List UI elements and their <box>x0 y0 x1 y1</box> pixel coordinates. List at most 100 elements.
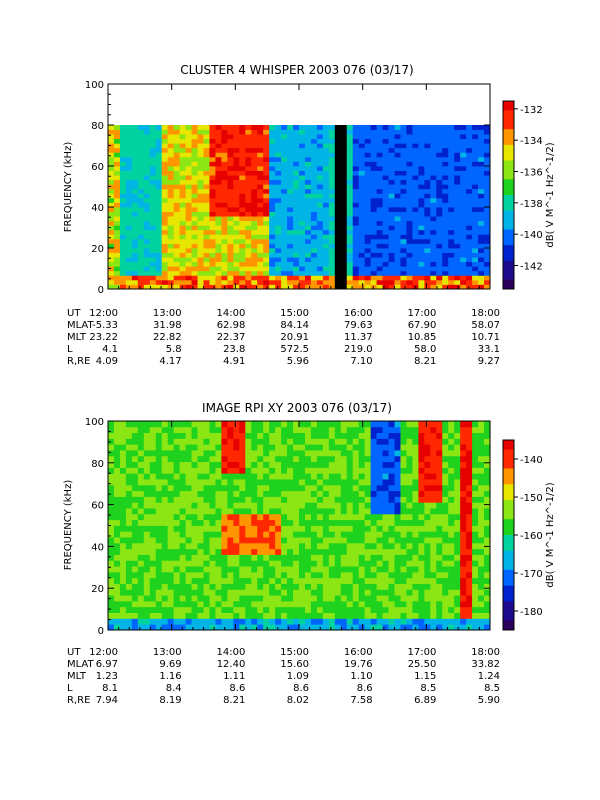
heatmap-cell <box>233 188 240 194</box>
heatmap-cell <box>430 571 437 579</box>
heatmap-cell <box>233 279 240 285</box>
heatmap-cell <box>119 170 127 176</box>
heatmap-cell <box>322 197 330 203</box>
heatmap-cell <box>161 193 169 199</box>
heatmap-cell <box>484 243 491 249</box>
heatmap-cell <box>269 243 276 249</box>
ephemeris-value: 16:00 <box>344 308 373 319</box>
heatmap-cell <box>346 184 354 190</box>
heatmap-cell <box>155 234 163 240</box>
heatmap-cell <box>239 513 246 521</box>
heatmap-cell <box>161 531 169 538</box>
ephemeris-value: 18:00 <box>471 647 500 658</box>
heatmap-cell <box>394 432 401 439</box>
heatmap-cell <box>322 432 330 439</box>
heatmap-cell <box>346 248 354 253</box>
heatmap-cell <box>460 496 467 503</box>
heatmap-cell <box>466 257 473 263</box>
heatmap-cell <box>328 229 336 235</box>
heatmap-cell <box>304 138 312 144</box>
heatmap-cell <box>442 525 449 532</box>
heatmap-cell <box>281 175 288 181</box>
heatmap-cell <box>442 152 449 158</box>
heatmap-cell <box>269 156 276 162</box>
heatmap-cell <box>191 225 198 231</box>
heatmap-cell <box>466 479 473 486</box>
heatmap-cell <box>197 612 204 619</box>
colorbar-swatch <box>503 254 514 259</box>
heatmap-cell <box>203 248 210 253</box>
heatmap-cell <box>257 211 264 217</box>
heatmap-cell <box>352 134 360 140</box>
heatmap-cell <box>173 188 181 194</box>
heatmap-cell <box>316 589 324 596</box>
heatmap-cell <box>257 560 264 567</box>
heatmap-cell <box>328 161 336 167</box>
colorbar-swatch <box>503 452 514 457</box>
heatmap-cell <box>322 583 330 590</box>
heatmap-cell <box>430 134 437 140</box>
heatmap-cell <box>275 467 282 474</box>
heatmap-cell <box>245 216 252 222</box>
heatmap-cell <box>257 508 264 515</box>
heatmap-cell <box>358 624 366 631</box>
heatmap-cell <box>263 229 270 235</box>
heatmap-cell <box>269 519 276 526</box>
heatmap-cell <box>287 554 294 561</box>
heatmap-cell <box>346 238 354 244</box>
ephemeris-value: 14:00 <box>217 647 246 658</box>
heatmap-cell <box>137 134 145 140</box>
heatmap-cell <box>364 188 372 194</box>
heatmap-cell <box>448 266 455 272</box>
heatmap-cell <box>149 554 157 561</box>
heatmap-cell <box>257 279 264 285</box>
heatmap-cell <box>340 270 348 276</box>
heatmap-cell <box>281 125 288 130</box>
heatmap-cell <box>239 156 246 162</box>
heatmap-cell <box>251 248 258 253</box>
heatmap-cell <box>209 421 216 428</box>
heatmap-cell <box>418 571 425 579</box>
heatmap-cell <box>370 156 377 162</box>
heatmap-cell <box>125 432 133 439</box>
heatmap-cell <box>322 266 330 272</box>
heatmap-cell <box>161 179 169 185</box>
heatmap-cell <box>484 229 491 235</box>
heatmap-cell <box>245 444 252 451</box>
heatmap-cell <box>352 455 360 463</box>
heatmap-cell <box>173 467 181 474</box>
heatmap-cell <box>203 216 210 222</box>
heatmap-cell <box>245 156 252 162</box>
heatmap-cell <box>322 450 330 457</box>
heatmap-cell <box>448 490 455 497</box>
heatmap-cell <box>143 243 151 249</box>
heatmap-cell <box>149 490 157 497</box>
heatmap-cell <box>358 542 366 550</box>
heatmap-cell <box>131 229 139 235</box>
heatmap-cell <box>173 261 181 267</box>
heatmap-cell <box>376 170 383 176</box>
heatmap-cell <box>322 519 330 526</box>
heatmap-cell <box>352 426 360 434</box>
ephemeris-value: 15:00 <box>280 308 309 319</box>
heatmap-cell <box>478 275 485 281</box>
heatmap-cell <box>167 426 175 434</box>
heatmap-cell <box>340 461 348 468</box>
heatmap-cell <box>179 484 186 492</box>
heatmap-cell <box>478 484 485 492</box>
heatmap-cell <box>161 266 169 272</box>
heatmap-cell <box>233 156 240 162</box>
heatmap-cell <box>370 484 377 492</box>
heatmap-cell <box>334 284 342 290</box>
heatmap-cell <box>388 193 395 199</box>
heatmap-cell <box>340 134 348 140</box>
heatmap-cell <box>394 188 401 194</box>
heatmap-cell <box>287 279 294 285</box>
heatmap-cell <box>161 207 169 212</box>
heatmap-cell <box>346 156 354 162</box>
heatmap-cell <box>310 134 318 140</box>
heatmap-cell <box>304 275 312 281</box>
heatmap-cell <box>466 275 473 281</box>
heatmap-cell <box>155 252 163 258</box>
heatmap-cell <box>108 143 115 149</box>
